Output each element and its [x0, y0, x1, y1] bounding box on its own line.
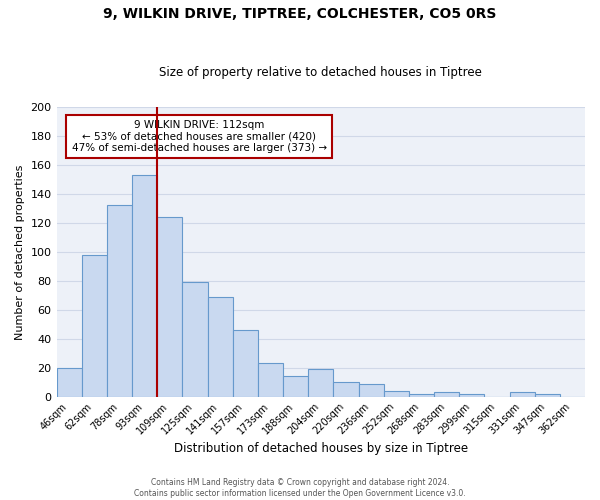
Bar	[308, 369, 334, 396]
Bar	[283, 376, 308, 396]
Bar	[434, 392, 459, 396]
Y-axis label: Number of detached properties: Number of detached properties	[15, 164, 25, 340]
Bar	[56, 368, 82, 396]
Text: Contains HM Land Registry data © Crown copyright and database right 2024.
Contai: Contains HM Land Registry data © Crown c…	[134, 478, 466, 498]
X-axis label: Distribution of detached houses by size in Tiptree: Distribution of detached houses by size …	[174, 442, 468, 455]
Bar	[82, 254, 107, 396]
Bar	[409, 394, 434, 396]
Bar	[334, 382, 359, 396]
Bar	[535, 394, 560, 396]
Bar	[233, 330, 258, 396]
Bar	[208, 296, 233, 396]
Text: 9 WILKIN DRIVE: 112sqm
← 53% of detached houses are smaller (420)
47% of semi-de: 9 WILKIN DRIVE: 112sqm ← 53% of detached…	[71, 120, 327, 154]
Bar	[258, 364, 283, 396]
Bar	[359, 384, 383, 396]
Bar	[182, 282, 208, 397]
Bar	[459, 394, 484, 396]
Bar	[132, 175, 157, 396]
Title: Size of property relative to detached houses in Tiptree: Size of property relative to detached ho…	[160, 66, 482, 80]
Bar	[383, 391, 409, 396]
Text: 9, WILKIN DRIVE, TIPTREE, COLCHESTER, CO5 0RS: 9, WILKIN DRIVE, TIPTREE, COLCHESTER, CO…	[103, 8, 497, 22]
Bar	[157, 217, 182, 396]
Bar	[107, 206, 132, 396]
Bar	[509, 392, 535, 396]
